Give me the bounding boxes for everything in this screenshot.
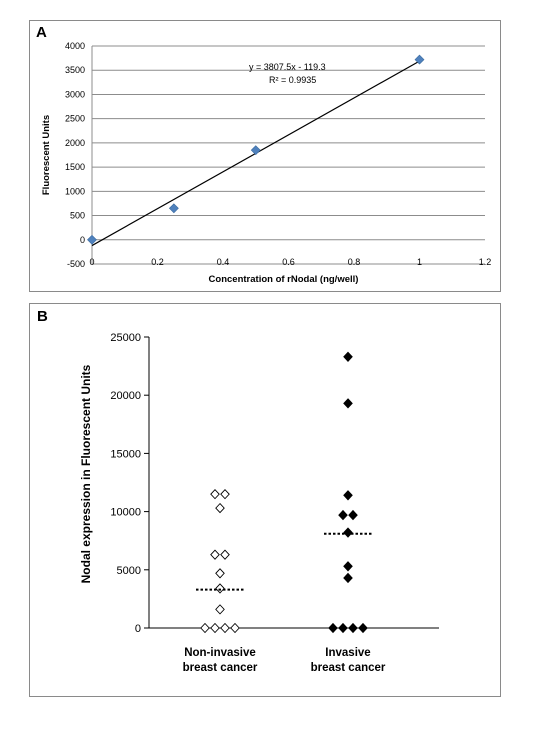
data-point xyxy=(328,622,338,634)
panel-b: B 0 5000 10000 15000 20000 25000 Nodal express… xyxy=(29,303,501,697)
y-tick-label: 1000 xyxy=(65,186,85,196)
panel-a-label: A xyxy=(36,24,47,41)
chart-a: -500 0 500 1000 1500 2000 2500 3000 3500 4000 0 0.2… xyxy=(41,41,492,285)
y-tick-label: -500 xyxy=(67,259,85,269)
data-point xyxy=(168,203,179,214)
y-tick-label: 5000 xyxy=(117,565,141,577)
y-tick-label: 1500 xyxy=(65,162,85,172)
data-point xyxy=(220,549,230,560)
category-label: breast cancer xyxy=(183,662,258,674)
data-point xyxy=(338,622,348,634)
category-label: breast cancer xyxy=(311,662,386,674)
y-tick-label: 0 xyxy=(135,623,141,635)
data-point xyxy=(210,622,220,634)
x-axis-label: Concentration of rNodal (ng/well) xyxy=(209,274,359,285)
data-point xyxy=(210,549,220,560)
chart-b: 0 5000 10000 15000 20000 25000 Nodal expressio… xyxy=(79,332,439,674)
data-point xyxy=(343,490,353,501)
y-tick-label: 20000 xyxy=(110,390,141,402)
data-point xyxy=(250,145,261,156)
x-tick-label: 0.2 xyxy=(151,257,164,267)
y-tick-label: 2500 xyxy=(65,114,85,124)
panel-a: A -500 0 500 1000 1500 2000 2500 3000 3500 4000 0 0… xyxy=(29,20,501,292)
category-label: Non-invasive xyxy=(184,647,256,659)
data-point xyxy=(343,351,353,362)
y-tick-label: 4000 xyxy=(65,41,85,51)
data-point xyxy=(220,488,230,500)
x-tick-label: 1 xyxy=(417,257,422,267)
y-tick-label: 0 xyxy=(80,235,85,245)
data-point xyxy=(358,622,368,634)
r-squared-label: R² = 0.9935 xyxy=(269,75,316,85)
panel-b-label: B xyxy=(37,308,48,325)
data-point xyxy=(338,509,348,521)
data-point xyxy=(215,583,225,594)
x-tick-label: 0.4 xyxy=(217,257,230,267)
y-axis-label: Nodal expression in Fluorescent Units xyxy=(79,364,93,583)
x-tick-label: 0.6 xyxy=(282,257,295,267)
y-tick-label: 15000 xyxy=(110,448,141,460)
trendline-equation: y = 3807.5x - 119.3 xyxy=(249,62,326,72)
x-tick-label: 0.8 xyxy=(348,257,361,267)
data-point xyxy=(343,398,353,409)
data-point xyxy=(215,568,225,579)
data-point xyxy=(348,622,358,634)
category-label: Invasive xyxy=(325,647,370,659)
data-point xyxy=(220,622,230,634)
y-axis-label: Fluorescent Units xyxy=(41,115,52,195)
data-point xyxy=(210,488,220,500)
data-point xyxy=(200,622,210,634)
data-point xyxy=(414,54,425,65)
y-tick-label: 3500 xyxy=(65,65,85,75)
data-point xyxy=(343,572,353,584)
data-point xyxy=(87,234,97,245)
y-tick-label: 10000 xyxy=(110,507,141,519)
data-point xyxy=(343,527,353,538)
x-tick-label: 0 xyxy=(89,257,94,267)
y-tick-label: 25000 xyxy=(110,332,141,344)
y-tick-label: 2000 xyxy=(65,138,85,148)
y-tick-label: 3000 xyxy=(65,89,85,99)
y-tick-label: 500 xyxy=(70,211,85,221)
data-point xyxy=(343,561,353,572)
data-point xyxy=(215,604,225,615)
data-point xyxy=(230,622,240,634)
data-point xyxy=(215,502,225,514)
x-tick-label: 1.2 xyxy=(479,257,492,267)
data-point xyxy=(348,509,358,521)
